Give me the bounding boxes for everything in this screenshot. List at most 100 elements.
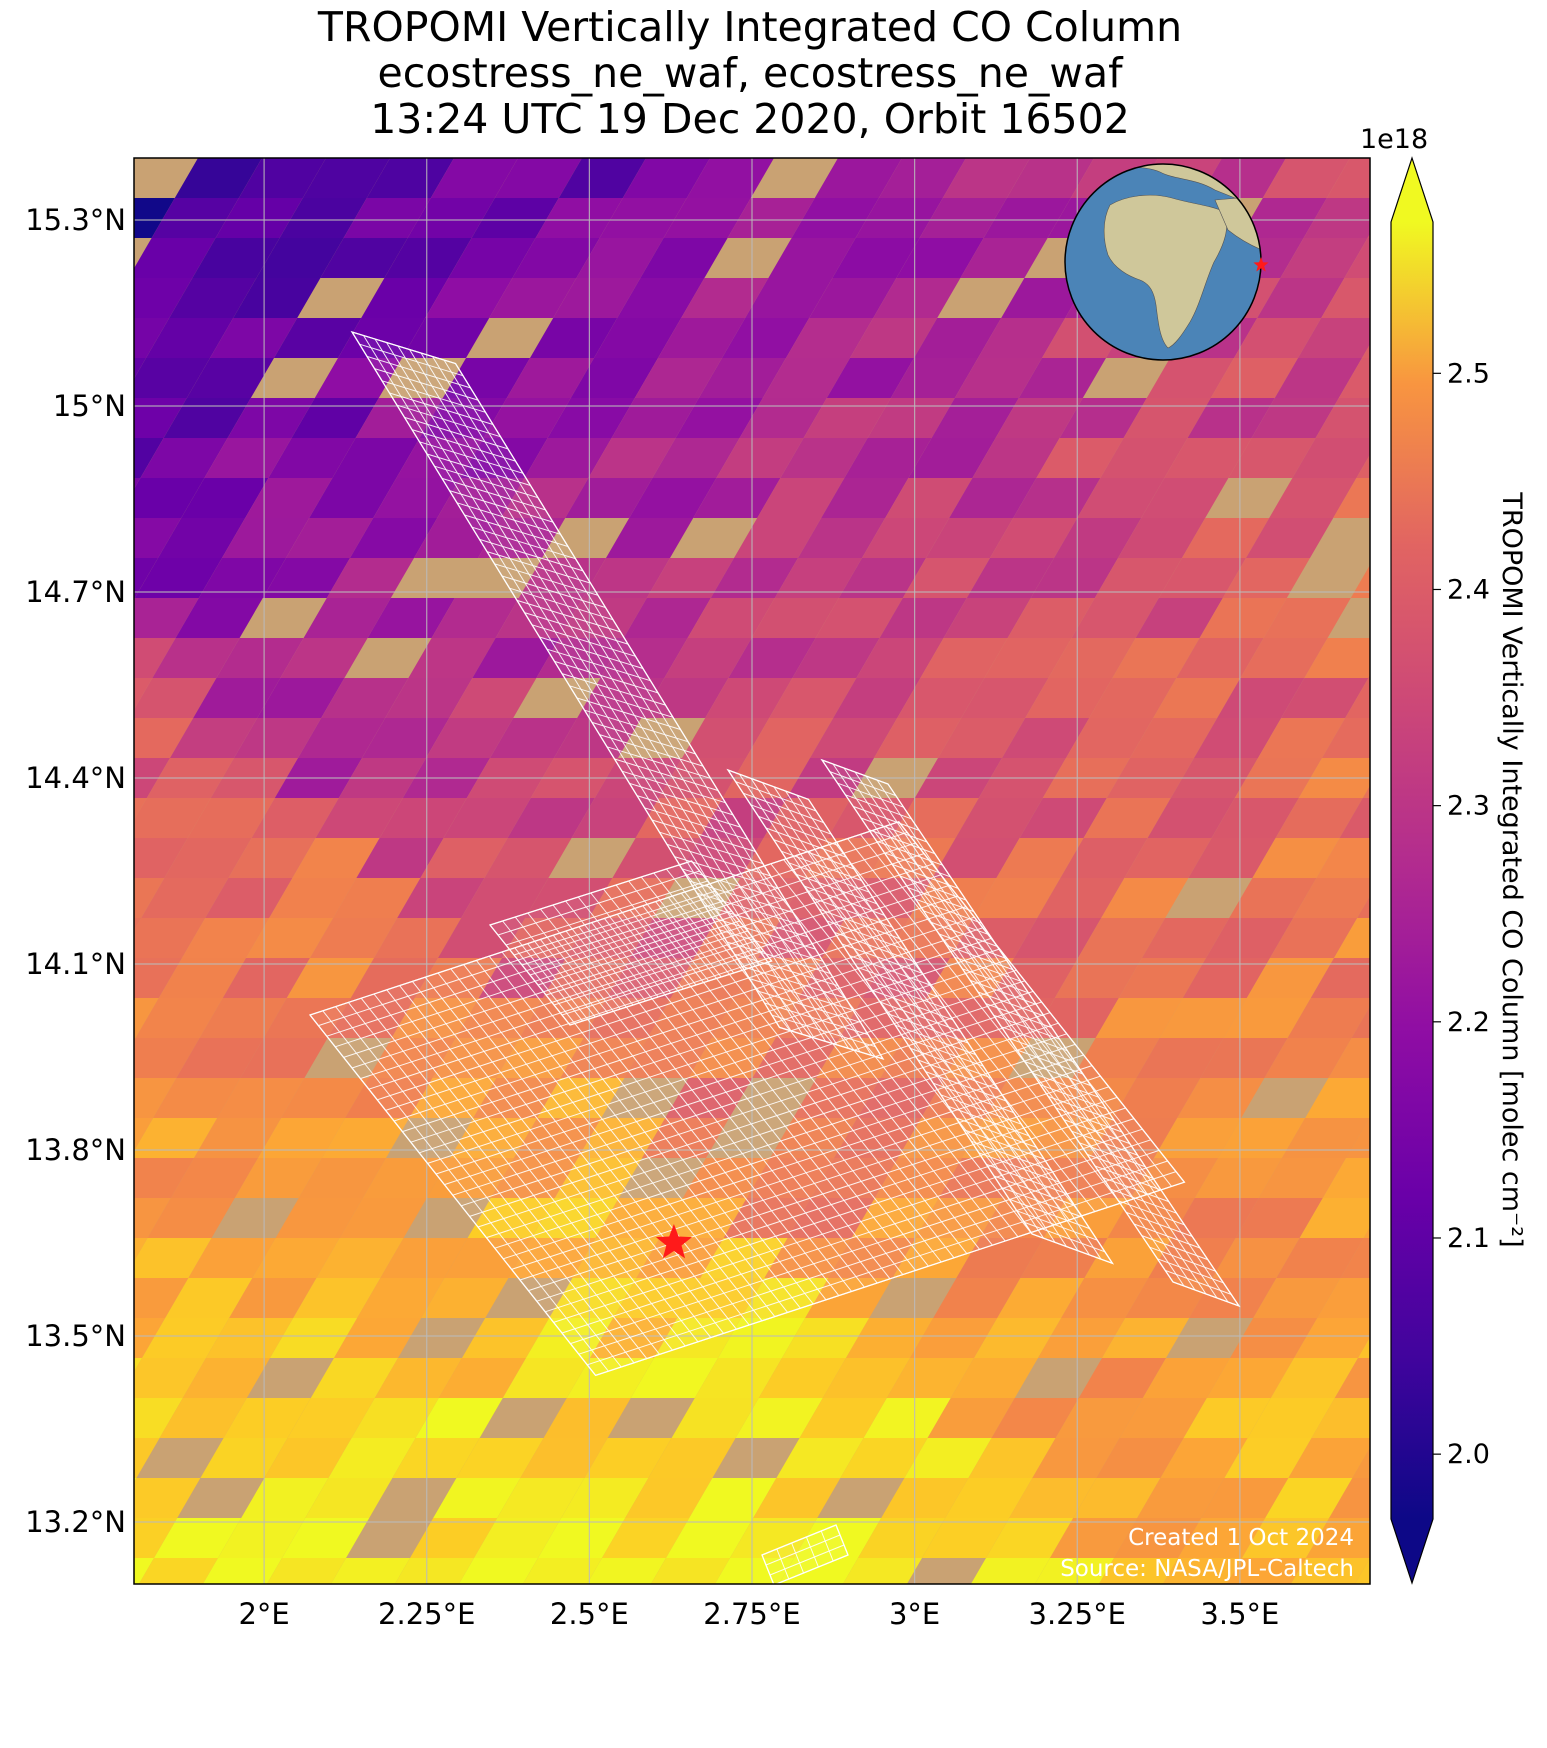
co-pixel (218, 1518, 306, 1558)
co-pixel (397, 878, 485, 918)
footprint-line (486, 551, 591, 584)
co-pixel (134, 1358, 206, 1398)
co-pixel (0, 238, 87, 278)
co-pixel (70, 118, 157, 158)
co-pixel (1066, 718, 1154, 758)
co-pixel (727, 198, 815, 238)
co-pixel (152, 638, 240, 678)
co-pixel (134, 798, 147, 821)
co-pixel (879, 598, 967, 638)
co-pixel (228, 838, 316, 878)
co-pixel (1280, 238, 1368, 278)
co-pixel (896, 238, 984, 278)
source-credit: Source: NASA/JPL-Caltech (1060, 1556, 1354, 1582)
footprint-line (917, 1059, 999, 1090)
co-pixel (1136, 1038, 1224, 1078)
footprint-line (343, 863, 933, 1058)
co-pixel (1187, 398, 1275, 438)
footprint-line (494, 563, 599, 596)
footprint-line (826, 920, 908, 951)
co-pixel (751, 598, 839, 638)
co-pixel (1290, 1558, 1370, 1584)
footprint-swath-south (308, 821, 1186, 1377)
co-pixel (41, 278, 128, 318)
co-pixel (1303, 198, 1370, 238)
footprint-line (1118, 1200, 1185, 1226)
co-pixel (222, 958, 310, 998)
co-pixel (1009, 1478, 1097, 1518)
co-pixel (449, 678, 537, 718)
footprint-line (781, 850, 862, 882)
co-pixel (134, 1238, 148, 1262)
co-pixel (134, 198, 175, 238)
co-pixel (1001, 278, 1089, 318)
co-pixel (955, 798, 1043, 838)
co-pixel (134, 1038, 136, 1041)
co-pixel (902, 558, 990, 598)
footprint-line (389, 392, 494, 425)
co-pixel (625, 1478, 713, 1518)
footprint-line (803, 885, 885, 916)
co-pixel (698, 358, 786, 398)
co-pixel (392, 1438, 480, 1478)
footprint-line (811, 897, 893, 928)
co-pixel (134, 1118, 154, 1152)
co-pixel (210, 318, 298, 358)
map-frame (133, 157, 1371, 1585)
co-pixel (30, 518, 117, 558)
footprint-line (546, 648, 651, 682)
co-pixel (199, 998, 287, 1038)
footprint-line (516, 599, 621, 633)
co-pixel (925, 78, 1012, 118)
co-pixel (1334, 918, 1370, 958)
co-pixel (495, 598, 583, 638)
co-pixel (1137, 1478, 1225, 1518)
co-pixel (1242, 1518, 1330, 1558)
footprint-line (486, 1043, 1076, 1239)
co-pixel (1274, 358, 1362, 398)
co-pixel (484, 838, 572, 878)
co-pixel (257, 678, 345, 718)
footprint-line (993, 1175, 1075, 1206)
footprint-outline (761, 1524, 849, 1584)
co-pixel (1038, 1318, 1126, 1358)
co-pixel (433, 1478, 521, 1518)
footprint-line (432, 356, 861, 1053)
co-pixel (1322, 1158, 1370, 1198)
co-pixel (322, 1118, 410, 1158)
co-pixel (586, 1558, 666, 1584)
co-pixel (554, 718, 642, 758)
co-pixel (134, 998, 159, 1038)
footprint-line (576, 697, 681, 730)
footprint-line (962, 968, 1029, 994)
co-pixel (1304, 638, 1370, 678)
co-pixel (456, 1438, 544, 1478)
footprint-line (587, 1171, 1177, 1366)
footprint-line (456, 502, 561, 535)
co-pixel (379, 798, 467, 838)
co-pixel (240, 1038, 328, 1078)
co-pixel (629, 478, 717, 518)
co-pixel (970, 1558, 1050, 1584)
co-pixel (1265, 1478, 1353, 1518)
co-pixel (280, 638, 368, 678)
co-pixel (12, 438, 99, 478)
co-pixel (989, 78, 1076, 118)
co-pixel (1240, 638, 1328, 678)
footprint-swath-center (488, 860, 773, 1026)
co-pixel (699, 798, 787, 838)
co-pixel (366, 158, 454, 198)
footprint-line (993, 1014, 1060, 1040)
co-pixel (281, 1078, 369, 1118)
co-pixel (245, 478, 333, 518)
co-pixel (8, 1438, 95, 1478)
co-pixel (1158, 118, 1245, 158)
co-pixel (462, 1318, 550, 1358)
co-pixel (814, 158, 902, 198)
co-pixel (1142, 1358, 1230, 1398)
co-pixel (413, 78, 500, 118)
co-pixel (108, 1598, 195, 1638)
co-pixel (532, 1638, 619, 1678)
co-pixel (241, 1478, 329, 1518)
lon-tick-label: 2.5°E (550, 1597, 629, 1631)
